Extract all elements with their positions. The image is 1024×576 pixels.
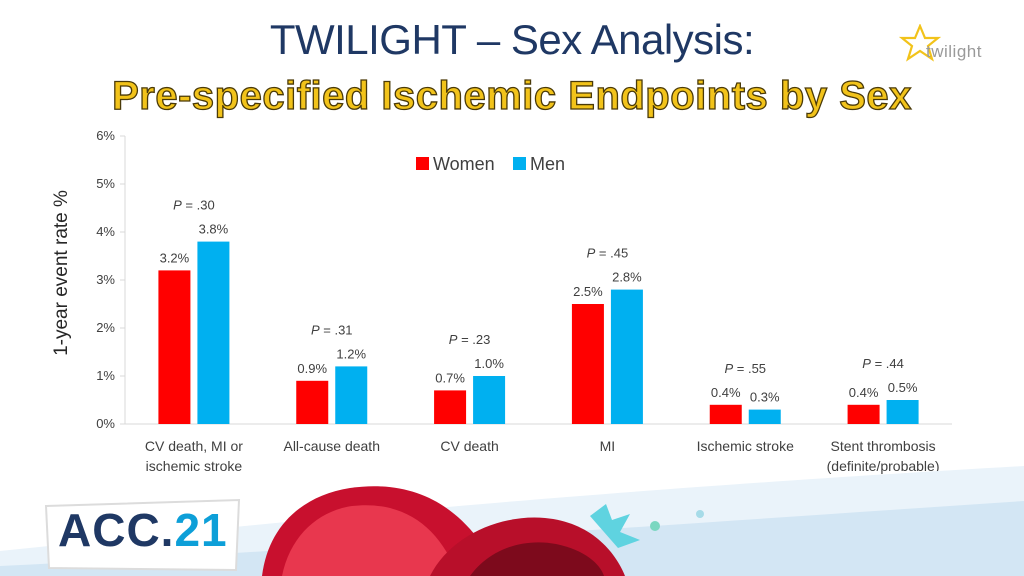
acc-year: 21	[174, 504, 228, 556]
data-label-men: 1.2%	[336, 346, 366, 361]
bar-women	[847, 404, 880, 424]
bar-women	[571, 304, 604, 424]
data-label-men: 0.3%	[750, 390, 780, 405]
data-label-women: 0.9%	[297, 361, 327, 376]
data-label-women: 2.5%	[573, 284, 603, 299]
acc21-logo-text: ACC.21	[58, 503, 228, 557]
legend-swatch-men	[513, 157, 526, 170]
p-value-label: P = .44	[862, 356, 904, 371]
y-tick-label: 6%	[96, 128, 115, 143]
bar-women	[709, 404, 742, 424]
slide-title: TWILIGHT – Sex Analysis:	[269, 16, 755, 63]
bar-men	[886, 400, 919, 424]
p-value-label: P = .23	[449, 332, 491, 347]
acc21-badge	[44, 498, 241, 572]
category-label: ischemic stroke	[146, 458, 243, 474]
y-tick-label: 5%	[96, 176, 115, 191]
y-tick-label: 2%	[96, 320, 115, 335]
category-label: Stent thrombosis	[831, 438, 936, 454]
data-label-men: 3.8%	[199, 222, 229, 237]
data-label-men: 1.0%	[474, 356, 504, 371]
bar-men	[748, 409, 781, 424]
data-label-women: 0.7%	[435, 370, 465, 385]
y-tick-label: 3%	[96, 272, 115, 287]
data-label-women: 0.4%	[711, 385, 741, 400]
legend-swatch-women	[416, 157, 429, 170]
y-tick-label: 1%	[96, 368, 115, 383]
data-label-women: 3.2%	[160, 250, 190, 265]
slide-subtitle: Pre-specified Ischemic Endpoints by Sex	[111, 73, 912, 118]
bar-men	[473, 376, 506, 424]
twilight-logo-text: twilight	[926, 42, 982, 61]
category-label: Ischemic stroke	[697, 438, 794, 454]
data-label-men: 2.8%	[612, 270, 642, 285]
data-label-men: 0.5%	[888, 380, 918, 395]
bar-women	[158, 270, 191, 424]
legend-label-men: Men	[530, 154, 565, 174]
category-label: MI	[600, 438, 616, 454]
category-label: (definite/probable)	[827, 458, 940, 474]
bar-men	[335, 366, 368, 424]
p-value-label: P = .45	[587, 246, 629, 261]
y-axis-title: 1-year event rate %	[51, 190, 72, 356]
p-value-label: P = .31	[311, 322, 353, 337]
category-label: CV death, MI or	[145, 438, 243, 454]
bar-men	[197, 241, 230, 424]
y-tick-label: 0%	[96, 416, 115, 431]
acc-prefix: ACC.	[58, 504, 175, 556]
category-label: CV death	[440, 438, 498, 454]
y-tick-label: 4%	[96, 224, 115, 239]
legend-label-women: Women	[433, 154, 495, 174]
category-label: All-cause death	[283, 438, 380, 454]
bar-women	[434, 390, 467, 424]
p-value-label: P = .55	[724, 361, 766, 376]
bar-men	[610, 289, 643, 424]
bar-women	[296, 380, 329, 424]
footer-decoration	[0, 466, 1024, 576]
twilight-star-logo-icon	[898, 24, 942, 62]
data-label-women: 0.4%	[849, 385, 879, 400]
p-value-label: P = .30	[173, 198, 215, 213]
